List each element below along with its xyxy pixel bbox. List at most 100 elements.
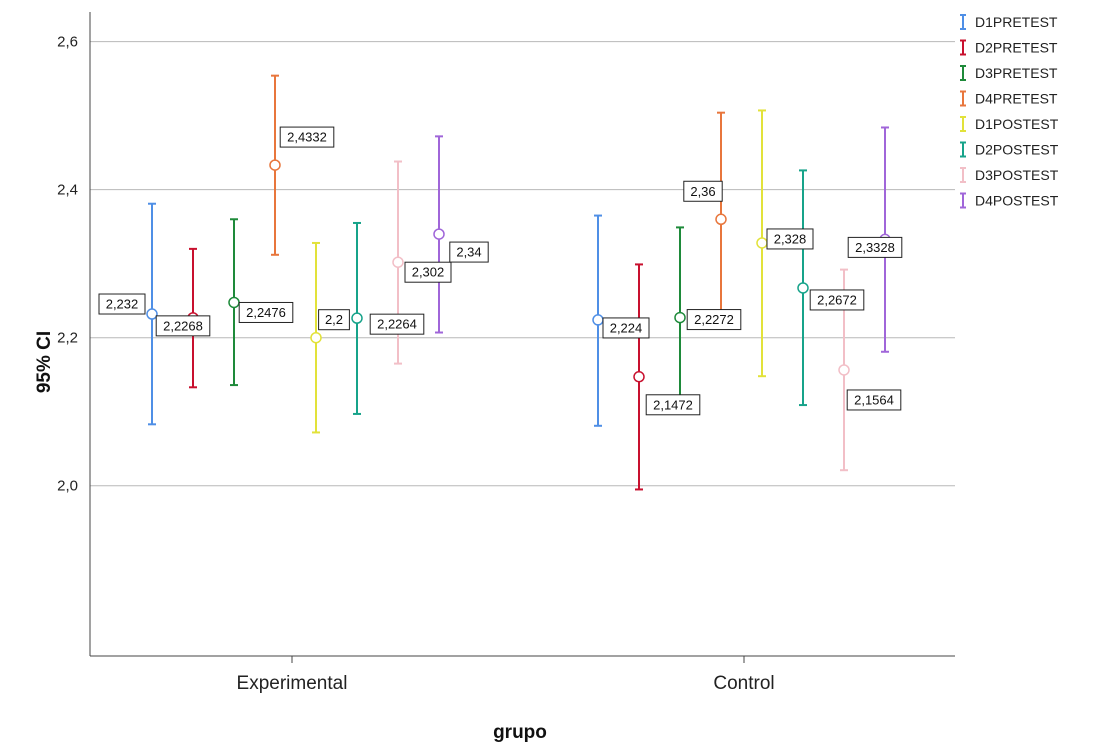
mean-point — [674, 311, 686, 324]
data-label-text: 2,2 — [325, 312, 343, 327]
data-label: 2,2272 — [686, 309, 742, 331]
data-label: 2,2672 — [809, 289, 865, 311]
data-label-text: 2,328 — [774, 231, 807, 246]
data-label-text: 2,232 — [106, 297, 139, 312]
legend-item: D4PRETEST — [960, 90, 1058, 107]
error-bar — [715, 111, 727, 328]
error-bar — [351, 221, 363, 415]
mean-point — [269, 159, 281, 171]
data-label-text: 2,302 — [412, 265, 445, 280]
data-label-text: 2,3328 — [855, 240, 895, 255]
legend-label: D3PRETEST — [975, 65, 1058, 81]
data-label-box — [238, 301, 294, 323]
data-label-text: 2,4332 — [287, 130, 327, 145]
legend-label: D1POSTEST — [975, 116, 1059, 132]
data-label-box — [686, 309, 742, 331]
data-label-box — [602, 317, 650, 339]
data-labels: 2,232 2,224 2,2268 2,1472 2,2476 2,2272 2,4332… — [98, 126, 903, 416]
data-label-box — [846, 389, 902, 411]
y-axis-title: 95% CI — [34, 331, 55, 393]
data-label-box — [404, 261, 452, 283]
axes — [89, 12, 955, 663]
data-label-box — [369, 313, 425, 335]
mean-point — [351, 312, 363, 324]
data-label: 2,2 — [318, 309, 350, 331]
data-label-box — [766, 228, 814, 250]
legend-label: D2PRETEST — [975, 40, 1058, 56]
data-label-text: 2,1472 — [653, 397, 693, 412]
x-category-label: Experimental — [237, 673, 348, 694]
y-tick-label: 2,4 — [57, 182, 78, 199]
data-label: 2,1564 — [846, 389, 902, 411]
legend-item: D4POSTEST — [960, 192, 1059, 209]
data-label: 2,36 — [683, 180, 723, 202]
error-bar — [310, 241, 322, 434]
data-label: 2,4332 — [279, 126, 335, 148]
data-label-text: 2,2264 — [377, 317, 417, 332]
error-bar — [269, 74, 281, 256]
data-label: 2,2268 — [155, 315, 211, 337]
data-label: 2,328 — [766, 228, 814, 250]
legend-label: D1PRETEST — [975, 14, 1058, 30]
y-tick-label: 2,0 — [57, 478, 78, 495]
data-label-text: 2,2272 — [694, 312, 734, 327]
error-bar — [146, 202, 158, 426]
y-tick-label: 2,2 — [57, 330, 78, 347]
error-bar — [433, 135, 445, 334]
data-label-text: 2,1564 — [854, 392, 894, 407]
mean-point — [392, 256, 404, 268]
mean-point — [592, 314, 604, 326]
legend-item: D1POSTEST — [960, 116, 1059, 132]
mean-point — [310, 331, 322, 344]
data-label: 2,224 — [602, 317, 650, 339]
mean-point — [838, 364, 850, 376]
y-tick-label: 2,6 — [57, 34, 78, 51]
legend-item: D3POSTEST — [960, 167, 1059, 183]
data-label: 2,302 — [404, 261, 452, 283]
mean-point — [633, 371, 645, 383]
data-label-box — [155, 315, 211, 337]
legend: D1PRETEST D2PRETEST D3PRETEST D4PRETEST D1PO… — [960, 14, 1059, 209]
data-label-text: 2,2672 — [817, 292, 857, 307]
data-label: 2,1472 — [645, 394, 701, 416]
data-label-text: 2,2268 — [163, 318, 203, 333]
data-label-box — [645, 394, 701, 416]
error-bar — [797, 169, 809, 407]
data-label: 2,34 — [449, 241, 489, 263]
mean-point — [797, 282, 809, 294]
legend-label: D3POSTEST — [975, 167, 1059, 183]
data-label-box — [279, 126, 335, 148]
legend-label: D4PRETEST — [975, 91, 1058, 107]
data-label-text: 2,2476 — [246, 305, 286, 320]
mean-point — [433, 228, 445, 240]
mean-point — [715, 213, 727, 226]
data-label-box — [98, 293, 146, 315]
data-label-text: 2,36 — [690, 184, 715, 199]
data-label-box — [318, 309, 350, 331]
error-bar — [592, 214, 604, 427]
legend-item: D3PRETEST — [960, 65, 1058, 81]
mean-point — [146, 308, 158, 320]
data-label-text: 2,34 — [456, 245, 481, 260]
y-tick-labels: 2,0 2,2 2,4 2,6 — [57, 34, 78, 495]
data-label-box — [809, 289, 865, 311]
mean-point — [756, 237, 768, 249]
data-label-text: 2,224 — [610, 320, 643, 335]
mean-point — [228, 296, 240, 309]
data-label-box — [449, 241, 489, 263]
data-label: 2,232 — [98, 293, 146, 315]
legend-item: D2PRETEST — [960, 39, 1058, 56]
data-label: 2,2264 — [369, 313, 425, 335]
data-label-box — [847, 236, 903, 258]
data-label-box — [683, 180, 723, 202]
legend-label: D2POSTEST — [975, 142, 1059, 158]
data-label: 2,3328 — [847, 236, 903, 258]
x-axis-title: grupo — [493, 722, 547, 743]
legend-item: D1PRETEST — [960, 14, 1058, 30]
legend-item: D2POSTEST — [960, 141, 1059, 158]
x-category-labels: Experimental Control — [237, 673, 775, 694]
legend-label: D4POSTEST — [975, 193, 1059, 209]
data-label: 2,2476 — [238, 301, 294, 323]
